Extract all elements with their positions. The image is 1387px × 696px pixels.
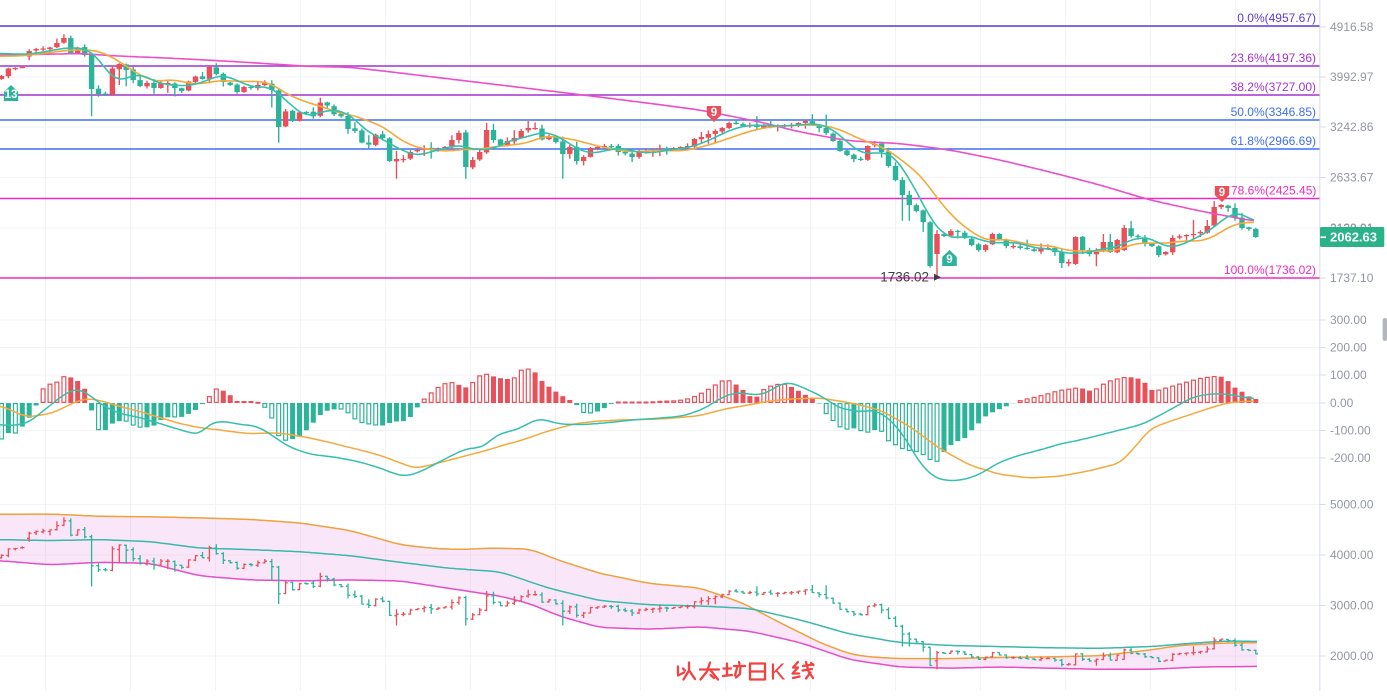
svg-text:13: 13 [5, 89, 18, 101]
svg-text:0.00: 0.00 [1330, 396, 1354, 410]
svg-text:9: 9 [1219, 187, 1225, 199]
svg-text:38.2%(3727.00): 38.2%(3727.00) [1231, 80, 1316, 94]
svg-text:100.0%(1736.02): 100.0%(1736.02) [1224, 263, 1316, 277]
svg-text:50.0%(3346.85): 50.0%(3346.85) [1231, 105, 1316, 119]
svg-text:3242.86: 3242.86 [1330, 120, 1374, 134]
svg-text:9: 9 [711, 107, 717, 119]
svg-text:K: K [770, 659, 786, 685]
svg-text:0.0%(4957.67): 0.0%(4957.67) [1237, 11, 1316, 25]
svg-text:5000.00: 5000.00 [1330, 498, 1374, 512]
svg-text:9: 9 [946, 254, 952, 266]
svg-text:300.00: 300.00 [1330, 313, 1367, 327]
svg-text:2062.63: 2062.63 [1330, 230, 1377, 245]
svg-text:100.00: 100.00 [1330, 368, 1367, 382]
svg-text:2633.67: 2633.67 [1330, 171, 1374, 185]
svg-text:1737.10: 1737.10 [1330, 271, 1374, 285]
svg-text:1736.02: 1736.02 [880, 270, 929, 285]
svg-text:78.6%(2425.45): 78.6%(2425.45) [1231, 184, 1316, 198]
svg-text:3000.00: 3000.00 [1330, 599, 1374, 613]
svg-text:4000.00: 4000.00 [1330, 548, 1374, 562]
svg-text:200.00: 200.00 [1330, 341, 1367, 355]
svg-text:23.6%(4197.36): 23.6%(4197.36) [1231, 51, 1316, 65]
svg-text:2000.00: 2000.00 [1330, 649, 1374, 663]
svg-text:4916.58: 4916.58 [1330, 20, 1374, 34]
svg-text:3992.97: 3992.97 [1330, 70, 1374, 84]
svg-text:61.8%(2966.69): 61.8%(2966.69) [1231, 134, 1316, 148]
svg-text:-100.00: -100.00 [1330, 424, 1371, 438]
svg-text:-200.00: -200.00 [1330, 451, 1371, 465]
